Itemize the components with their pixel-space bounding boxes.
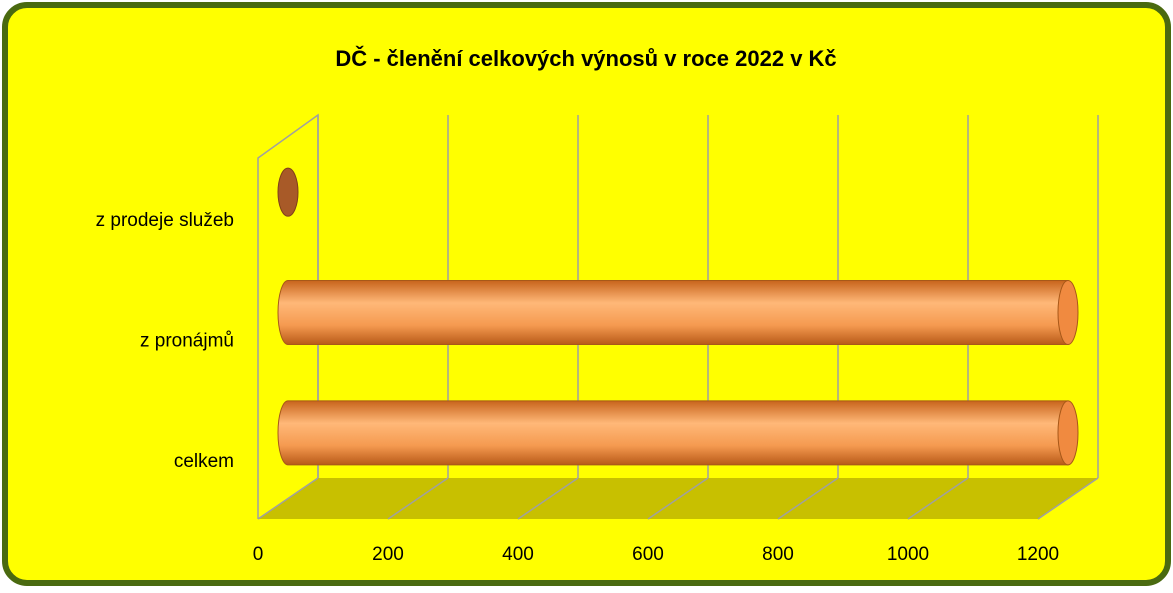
x-tick-label: 1200 bbox=[1017, 544, 1059, 565]
y-tick-label: z pronájmů bbox=[140, 331, 234, 352]
floor-line bbox=[777, 477, 839, 520]
bar-cap bbox=[1057, 280, 1079, 345]
x-tick-label: 600 bbox=[632, 544, 664, 565]
y-tick-label: celkem bbox=[174, 451, 234, 472]
x-tick-label: 1000 bbox=[887, 544, 929, 565]
x-tick-label: 200 bbox=[372, 544, 404, 565]
chart-title: DČ - členění celkových výnosů v roce 202… bbox=[335, 46, 836, 71]
floor-line bbox=[517, 477, 579, 520]
bar-cap bbox=[1057, 400, 1079, 466]
x-tick-label: 0 bbox=[253, 544, 264, 565]
bar bbox=[277, 167, 299, 217]
bar-cap bbox=[277, 167, 299, 217]
floor-line bbox=[387, 477, 449, 520]
x-tick-label: 400 bbox=[502, 544, 534, 565]
bar bbox=[277, 280, 1079, 345]
bar bbox=[277, 400, 1079, 466]
floor-line bbox=[907, 477, 969, 520]
y-tick-label: z prodeje služeb bbox=[96, 210, 234, 231]
bar-body bbox=[277, 400, 1069, 466]
floor-line bbox=[1037, 477, 1099, 520]
bar-body bbox=[277, 280, 1069, 345]
floor-line bbox=[257, 477, 319, 520]
floor-line bbox=[647, 477, 709, 520]
x-tick-label: 800 bbox=[762, 544, 794, 565]
